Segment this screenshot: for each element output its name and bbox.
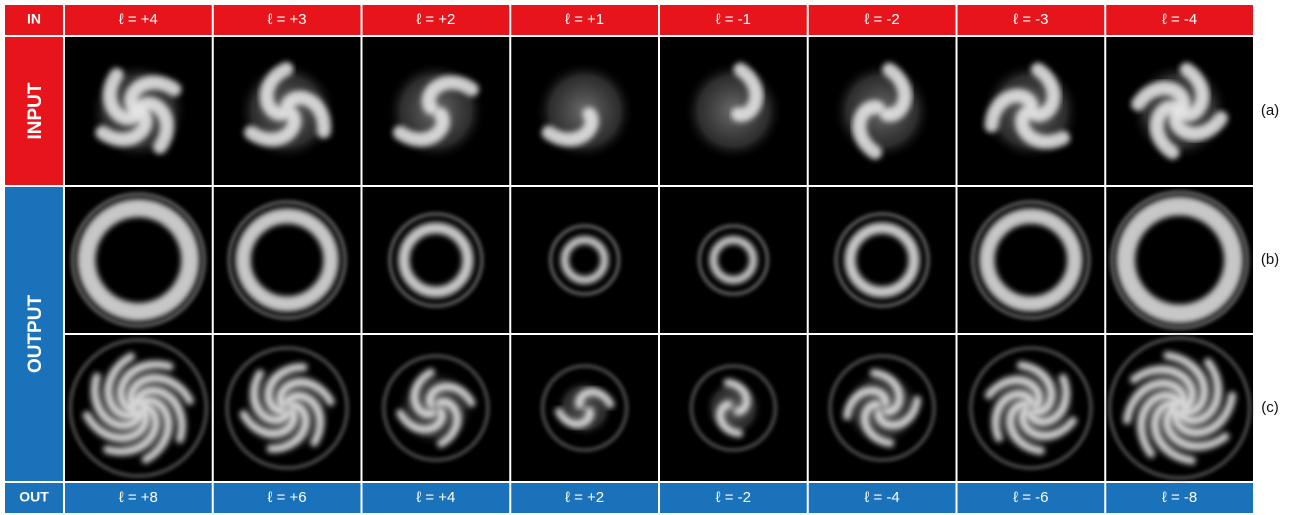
- input-image: [809, 37, 956, 185]
- output-image: [363, 335, 510, 481]
- output-image: [660, 335, 807, 481]
- output-image: [809, 335, 956, 481]
- header-label: ℓ = -1: [716, 11, 751, 28]
- ring-image: [958, 187, 1105, 333]
- ring-image: [214, 187, 361, 333]
- side-label: OUTPUT: [25, 295, 46, 374]
- beam-halo: [842, 368, 922, 448]
- header-label: ℓ = -3: [1013, 11, 1048, 28]
- panel-label: (a): [1261, 102, 1279, 119]
- ring-image: [511, 187, 658, 333]
- header-label: ℓ = -4: [1162, 11, 1197, 28]
- image-bg: [363, 187, 510, 333]
- figure: IN INPUT OUTPUT OUT (a) (b) (c) ℓ = +4 ℓ …: [0, 0, 1296, 515]
- beam-halo: [396, 368, 476, 448]
- input-image: [511, 37, 658, 185]
- beam-halo: [555, 378, 615, 438]
- output-image: [1106, 335, 1253, 481]
- footer-label: ℓ = +6: [268, 489, 307, 506]
- image-bg: [809, 187, 956, 333]
- footer-label: ℓ = -2: [716, 489, 751, 506]
- side-label: INPUT: [25, 82, 46, 139]
- panel-label: (b): [1261, 251, 1279, 268]
- footer-label: ℓ = -8: [1162, 489, 1197, 506]
- output-image: [511, 335, 658, 481]
- header-label: ℓ = +1: [565, 11, 604, 28]
- input-image: [1106, 37, 1253, 185]
- output-image: [65, 335, 212, 481]
- input-image: [65, 37, 212, 185]
- header-label: ℓ = -2: [864, 11, 899, 28]
- panel-label: (c): [1261, 399, 1279, 416]
- output-image: [214, 335, 361, 481]
- ring-image: [363, 187, 510, 333]
- footer-label: ℓ = -4: [864, 489, 899, 506]
- input-image: [958, 37, 1105, 185]
- beam-halo: [1122, 350, 1238, 466]
- input-image: [214, 37, 361, 185]
- input-image: [363, 37, 510, 185]
- image-bg: [660, 187, 807, 333]
- ring-image: [1106, 187, 1253, 333]
- footer-label: ℓ = +2: [565, 489, 604, 506]
- header-label: ℓ = +2: [416, 11, 455, 28]
- footer-label: ℓ = +4: [416, 489, 455, 506]
- input-image: [660, 37, 807, 185]
- footer-label: ℓ = +8: [119, 489, 158, 506]
- header-corner: IN: [27, 11, 41, 27]
- footer-corner: OUT: [19, 489, 49, 505]
- ring-image: [65, 187, 212, 333]
- ring-image: [660, 187, 807, 333]
- ring-image: [809, 187, 956, 333]
- header-label: ℓ = +3: [268, 11, 307, 28]
- header-label: ℓ = +4: [119, 11, 158, 28]
- image-bg: [511, 187, 658, 333]
- footer-label: ℓ = -6: [1013, 489, 1048, 506]
- output-image: [958, 335, 1105, 481]
